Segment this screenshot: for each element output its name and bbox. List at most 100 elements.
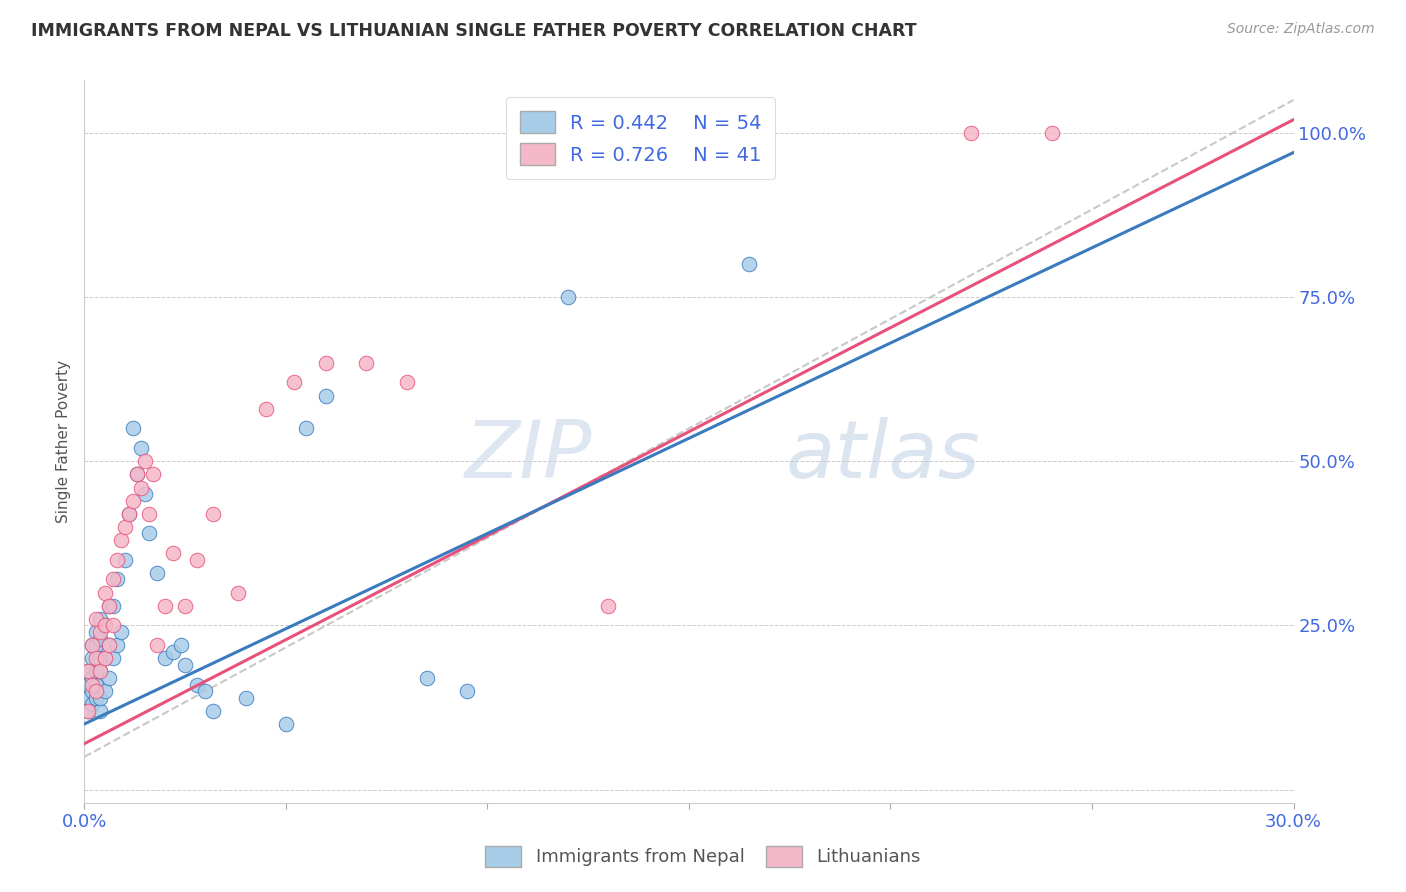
Point	[134, 454, 156, 468]
Point	[557, 290, 579, 304]
Point	[960, 126, 983, 140]
Legend: Immigrants from Nepal, Lithuanians: Immigrants from Nepal, Lithuanians	[478, 838, 928, 874]
Point	[114, 520, 136, 534]
Text: Source: ZipAtlas.com: Source: ZipAtlas.com	[1227, 22, 1375, 37]
Point	[121, 493, 143, 508]
Point	[82, 638, 104, 652]
Point	[82, 671, 104, 685]
Point	[77, 665, 100, 679]
Point	[146, 638, 169, 652]
Point	[89, 651, 111, 665]
Point	[395, 376, 418, 390]
Point	[93, 585, 115, 599]
Text: atlas: atlas	[786, 417, 980, 495]
Point	[129, 481, 152, 495]
Point	[226, 585, 249, 599]
Point	[93, 618, 115, 632]
Point	[89, 665, 111, 679]
Point	[101, 618, 124, 632]
Point	[82, 638, 104, 652]
Point	[82, 684, 104, 698]
Point	[97, 638, 120, 652]
Point	[254, 401, 277, 416]
Point	[125, 467, 148, 482]
Point	[93, 651, 115, 665]
Point	[105, 573, 128, 587]
Point	[89, 665, 111, 679]
Point	[101, 599, 124, 613]
Point	[416, 671, 439, 685]
Point	[356, 356, 378, 370]
Point	[194, 684, 217, 698]
Point	[97, 638, 120, 652]
Point	[235, 690, 257, 705]
Point	[283, 376, 305, 390]
Point	[125, 467, 148, 482]
Point	[170, 638, 193, 652]
Point	[118, 507, 141, 521]
Point	[86, 638, 108, 652]
Point	[295, 421, 318, 435]
Point	[162, 546, 184, 560]
Point	[738, 257, 761, 271]
Point	[101, 573, 124, 587]
Point	[89, 690, 111, 705]
Text: ZIP: ZIP	[465, 417, 592, 495]
Point	[110, 533, 132, 547]
Point	[97, 599, 120, 613]
Point	[153, 599, 176, 613]
Point	[1040, 126, 1063, 140]
Point	[93, 618, 115, 632]
Point	[77, 677, 100, 691]
Point	[97, 599, 120, 613]
Point	[146, 566, 169, 580]
Point	[86, 665, 108, 679]
Point	[93, 684, 115, 698]
Point	[118, 507, 141, 521]
Point	[89, 625, 111, 640]
Point	[101, 651, 124, 665]
Point	[82, 698, 104, 712]
Point	[129, 441, 152, 455]
Point	[121, 421, 143, 435]
Point	[162, 645, 184, 659]
Text: IMMIGRANTS FROM NEPAL VS LITHUANIAN SINGLE FATHER POVERTY CORRELATION CHART: IMMIGRANTS FROM NEPAL VS LITHUANIAN SING…	[31, 22, 917, 40]
Point	[138, 526, 160, 541]
Point	[134, 487, 156, 501]
Point	[86, 684, 108, 698]
Point	[86, 612, 108, 626]
Point	[456, 684, 478, 698]
Point	[174, 657, 197, 672]
Point	[315, 388, 337, 402]
Point	[89, 704, 111, 718]
Point	[105, 553, 128, 567]
Point	[598, 599, 620, 613]
Point	[114, 553, 136, 567]
Point	[89, 632, 111, 646]
Point	[77, 665, 100, 679]
Point	[82, 651, 104, 665]
Y-axis label: Single Father Poverty: Single Father Poverty	[56, 360, 72, 523]
Point	[82, 677, 104, 691]
Point	[77, 690, 100, 705]
Point	[153, 651, 176, 665]
Point	[274, 717, 297, 731]
Point	[86, 690, 108, 705]
Point	[202, 704, 225, 718]
Point	[93, 651, 115, 665]
Point	[174, 599, 197, 613]
Point	[86, 677, 108, 691]
Point	[86, 651, 108, 665]
Legend: R = 0.442    N = 54, R = 0.726    N = 41: R = 0.442 N = 54, R = 0.726 N = 41	[506, 97, 775, 179]
Point	[110, 625, 132, 640]
Point	[186, 677, 208, 691]
Point	[202, 507, 225, 521]
Point	[138, 507, 160, 521]
Point	[105, 638, 128, 652]
Point	[186, 553, 208, 567]
Point	[97, 671, 120, 685]
Point	[315, 356, 337, 370]
Point	[77, 704, 100, 718]
Point	[89, 612, 111, 626]
Point	[86, 625, 108, 640]
